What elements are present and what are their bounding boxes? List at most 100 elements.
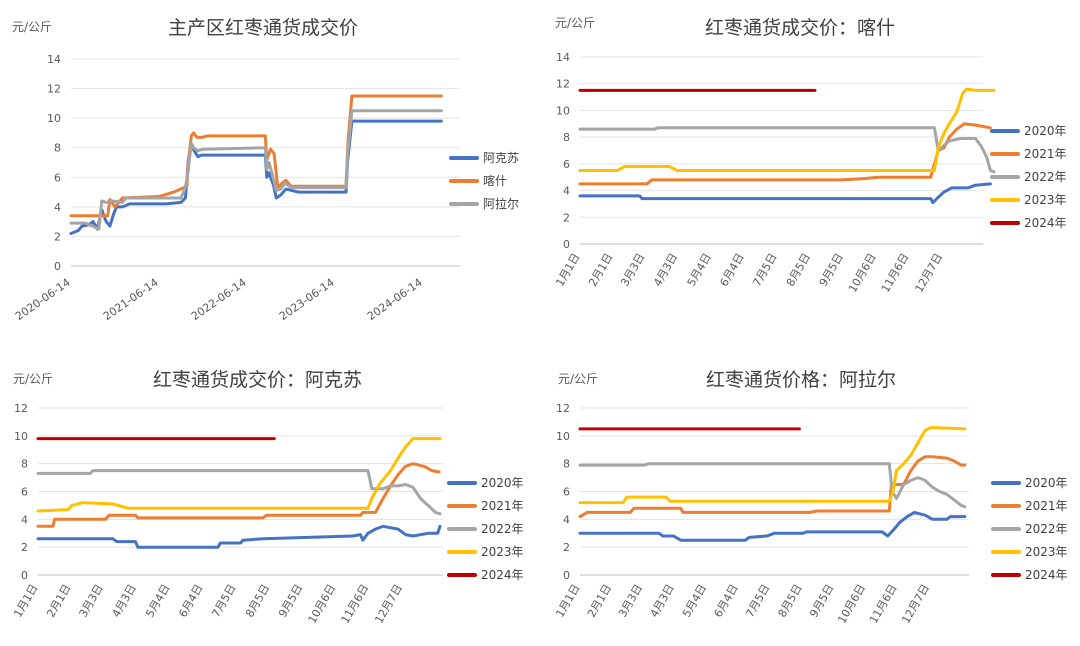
x-tick-label: 2月1日 <box>586 251 615 289</box>
chart-title: 主产区红枣通货成交价 <box>168 17 359 39</box>
legend-item: 阿克苏 <box>449 146 519 169</box>
legend-swatch <box>990 197 1020 202</box>
y-tick-label: 8 <box>563 131 570 144</box>
x-tick-label: 9月5日 <box>817 251 846 289</box>
legend-label: 2020年 <box>1024 124 1067 138</box>
x-tick-label: 10月6日 <box>835 582 868 626</box>
legend-label: 2022年 <box>481 522 524 536</box>
legend-swatch <box>991 503 1021 508</box>
chart-title: 红枣通货成交价：阿克苏 <box>153 369 363 391</box>
x-tick-label: 11月6日 <box>879 251 912 295</box>
legend-item: 2020年 <box>990 119 1067 142</box>
legend-swatch <box>990 174 1020 179</box>
y-tick-label: 12 <box>14 402 28 415</box>
x-tick-label: 8月5日 <box>776 582 805 620</box>
legend-item: 2023年 <box>991 540 1068 563</box>
x-tick-label: 2020-06-14 <box>13 276 73 323</box>
x-tick-label: 12月7日 <box>372 582 405 626</box>
series-line <box>578 126 996 174</box>
y-tick-label: 0 <box>563 569 570 582</box>
legend-item: 2020年 <box>447 471 524 494</box>
legend-swatch <box>991 480 1021 485</box>
y-tick-label: 8 <box>21 458 28 471</box>
legend-item: 2021年 <box>990 142 1067 165</box>
x-tick-label: 6月4日 <box>717 251 746 289</box>
x-tick-label: 10月6日 <box>846 251 879 295</box>
y-tick-label: 0 <box>21 569 28 582</box>
x-tick-label: 2021-06-14 <box>101 276 161 323</box>
legend-label: 2023年 <box>1025 545 1068 559</box>
legend-label: 喀什 <box>483 174 508 188</box>
legend-item: 2022年 <box>991 517 1068 540</box>
y-tick-label: 14 <box>47 53 61 66</box>
legend-item: 2023年 <box>990 188 1067 211</box>
x-tick-label: 12月7日 <box>899 582 932 626</box>
legend-item: 2020年 <box>991 471 1068 494</box>
legend-swatch <box>447 503 477 508</box>
chart-legend: 阿克苏 喀什 阿拉尔 <box>449 146 519 215</box>
chart-panel-main: 主产区红枣通货成交价 元/公斤 0 2 4 6 8 10 12 14 2020-06-14 202… <box>0 0 540 323</box>
legend-swatch <box>991 549 1021 554</box>
series-line <box>578 182 992 205</box>
legend-swatch <box>990 128 1020 133</box>
x-tick-label: 8月5日 <box>784 251 813 289</box>
chart-panel-akesu: 红枣通货成交价：阿克苏 元/公斤 0 2 4 6 8 10 12 1月1日 2月1日 3月3日 4月… <box>0 323 540 646</box>
x-tick-label: 2023-06-14 <box>277 276 337 323</box>
unit-label: 元/公斤 <box>12 20 53 34</box>
x-tick-label: 1月1日 <box>553 582 582 620</box>
chart-panel-alaer: 红枣通货价格：阿拉尔 元/公斤 0 2 4 6 8 10 12 1月1日 2月1日 3月3日 4月3… <box>540 323 1080 646</box>
legend-swatch <box>991 526 1021 531</box>
chart-plot: 0 2 4 6 8 10 12 14 1月1日 2月1日 3月3日 4月3日 5月4日 6月4日 7月5日 8… <box>553 51 996 295</box>
legend-swatch <box>990 151 1020 156</box>
legend-swatch <box>449 178 479 183</box>
x-tick-label: 2月1日 <box>44 582 73 620</box>
x-tick-label: 2024-06-14 <box>365 276 425 323</box>
legend-swatch <box>447 572 477 577</box>
x-tick-label: 7月5日 <box>750 251 779 289</box>
x-tick-label: 2月1日 <box>585 582 614 620</box>
legend-item: 2024年 <box>447 563 524 586</box>
chart-panel-kashi: 红枣通货成交价：喀什 元/公斤 0 2 4 6 8 10 12 14 1月1日 2月1日 3月3日 4… <box>540 0 1080 323</box>
x-tick-label: 11月6日 <box>339 582 372 626</box>
x-tick-label: 3月3日 <box>616 582 645 620</box>
y-tick-label: 12 <box>556 402 570 415</box>
series-line <box>36 469 442 516</box>
y-tick-label: 14 <box>556 51 570 64</box>
series-line <box>36 524 442 549</box>
x-tick-label: 6月4日 <box>712 582 741 620</box>
chart-plot: 0 2 4 6 8 10 12 1月1日 2月1日 3月3日 4月3日 5月4日 6月4日 7月5日 8月5… <box>553 402 969 626</box>
legend-swatch <box>447 549 477 554</box>
y-tick-label: 2 <box>54 230 61 243</box>
y-tick-label: 6 <box>563 158 570 171</box>
x-tick-label: 9月5日 <box>276 582 305 620</box>
legend-label: 2024年 <box>1025 568 1068 582</box>
series-line <box>36 437 442 513</box>
legend-item: 喀什 <box>449 169 519 192</box>
legend-item: 2021年 <box>447 494 524 517</box>
legend-label: 2021年 <box>1024 147 1067 161</box>
x-tick-label: 8月5日 <box>243 582 272 620</box>
x-tick-label: 3月3日 <box>77 582 106 620</box>
x-tick-label: 6月4日 <box>176 582 205 620</box>
chart-title: 红枣通货成交价：喀什 <box>705 17 896 39</box>
legend-swatch <box>990 220 1020 225</box>
legend-item: 2022年 <box>447 517 524 540</box>
legend-item: 2022年 <box>990 165 1067 188</box>
x-tick-label: 3月3日 <box>618 251 647 289</box>
y-tick-label: 4 <box>563 185 570 198</box>
legend-label: 2023年 <box>1024 193 1067 207</box>
y-tick-label: 12 <box>556 78 570 91</box>
y-tick-label: 4 <box>21 513 28 526</box>
y-tick-label: 12 <box>47 83 61 96</box>
legend-item: 2023年 <box>447 540 524 563</box>
x-tick-label: 9月5日 <box>807 582 836 620</box>
x-tick-label: 7月5日 <box>743 582 772 620</box>
chart-legend: 2020年 2021年 2022年 2023年 2024年 <box>991 471 1068 586</box>
y-tick-label: 8 <box>54 142 61 155</box>
x-tick-label: 1月1日 <box>553 251 582 289</box>
series-line <box>578 426 967 505</box>
legend-label: 2024年 <box>1024 216 1067 230</box>
y-tick-label: 10 <box>556 104 570 117</box>
x-tick-label: 2022-06-14 <box>189 276 249 323</box>
x-tick-label: 4月3日 <box>651 251 680 289</box>
